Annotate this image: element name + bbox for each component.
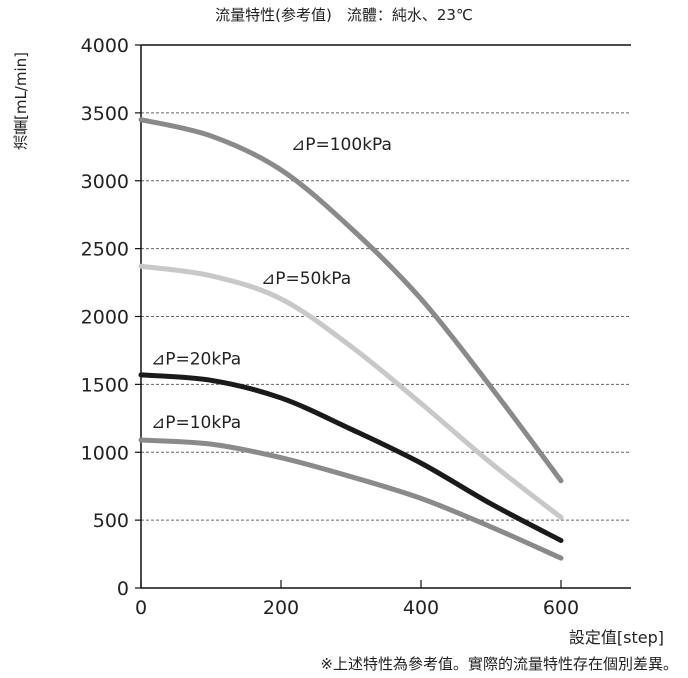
- footnote: ※上述特性為參考值。實際的流量特性存在個別差異。: [320, 655, 678, 673]
- series-labels: ⊿P=100kPa ⊿P=50kPa ⊿P=20kPa ⊿P=10kPa: [151, 135, 392, 433]
- y-tick-label: 4000: [81, 35, 129, 57]
- x-tick-label: 0: [135, 597, 147, 619]
- chart-axes: [135, 44, 631, 589]
- y-tick-label: 3000: [81, 171, 129, 193]
- y-tick-labels: 0 500 1000 1500 2000 2500 3000 3500 4000: [81, 35, 129, 600]
- x-tick-label: 200: [263, 597, 299, 619]
- series-line: [138, 437, 564, 561]
- y-tick-label: 3500: [81, 103, 129, 125]
- x-tick-labels: 0 200 400 600: [135, 597, 579, 619]
- series-label: ⊿P=100kPa: [291, 135, 392, 155]
- grid-lines: [141, 112, 631, 521]
- x-tick-label: 600: [543, 597, 579, 619]
- series-label: ⊿P=50kPa: [261, 269, 351, 289]
- chart-title: 流量特性(参考值) 流體：純水、23℃: [215, 6, 473, 24]
- series-label: ⊿P=10kPa: [151, 413, 241, 433]
- y-tick-label: 0: [117, 578, 129, 600]
- x-tick-label: 400: [403, 597, 439, 619]
- series-line: [138, 372, 564, 543]
- y-tick-label: 1500: [81, 374, 129, 396]
- x-axis-label: 設定值[step]: [568, 628, 664, 647]
- series-label: ⊿P=20kPa: [151, 349, 241, 369]
- y-tick-label: 2500: [81, 239, 129, 261]
- y-tick-label: 500: [93, 510, 129, 532]
- series-lines: [138, 117, 564, 561]
- series-line: [138, 117, 564, 484]
- y-tick-label: 2000: [81, 307, 129, 329]
- y-tick-label: 1000: [81, 442, 129, 464]
- series-line: [138, 263, 564, 520]
